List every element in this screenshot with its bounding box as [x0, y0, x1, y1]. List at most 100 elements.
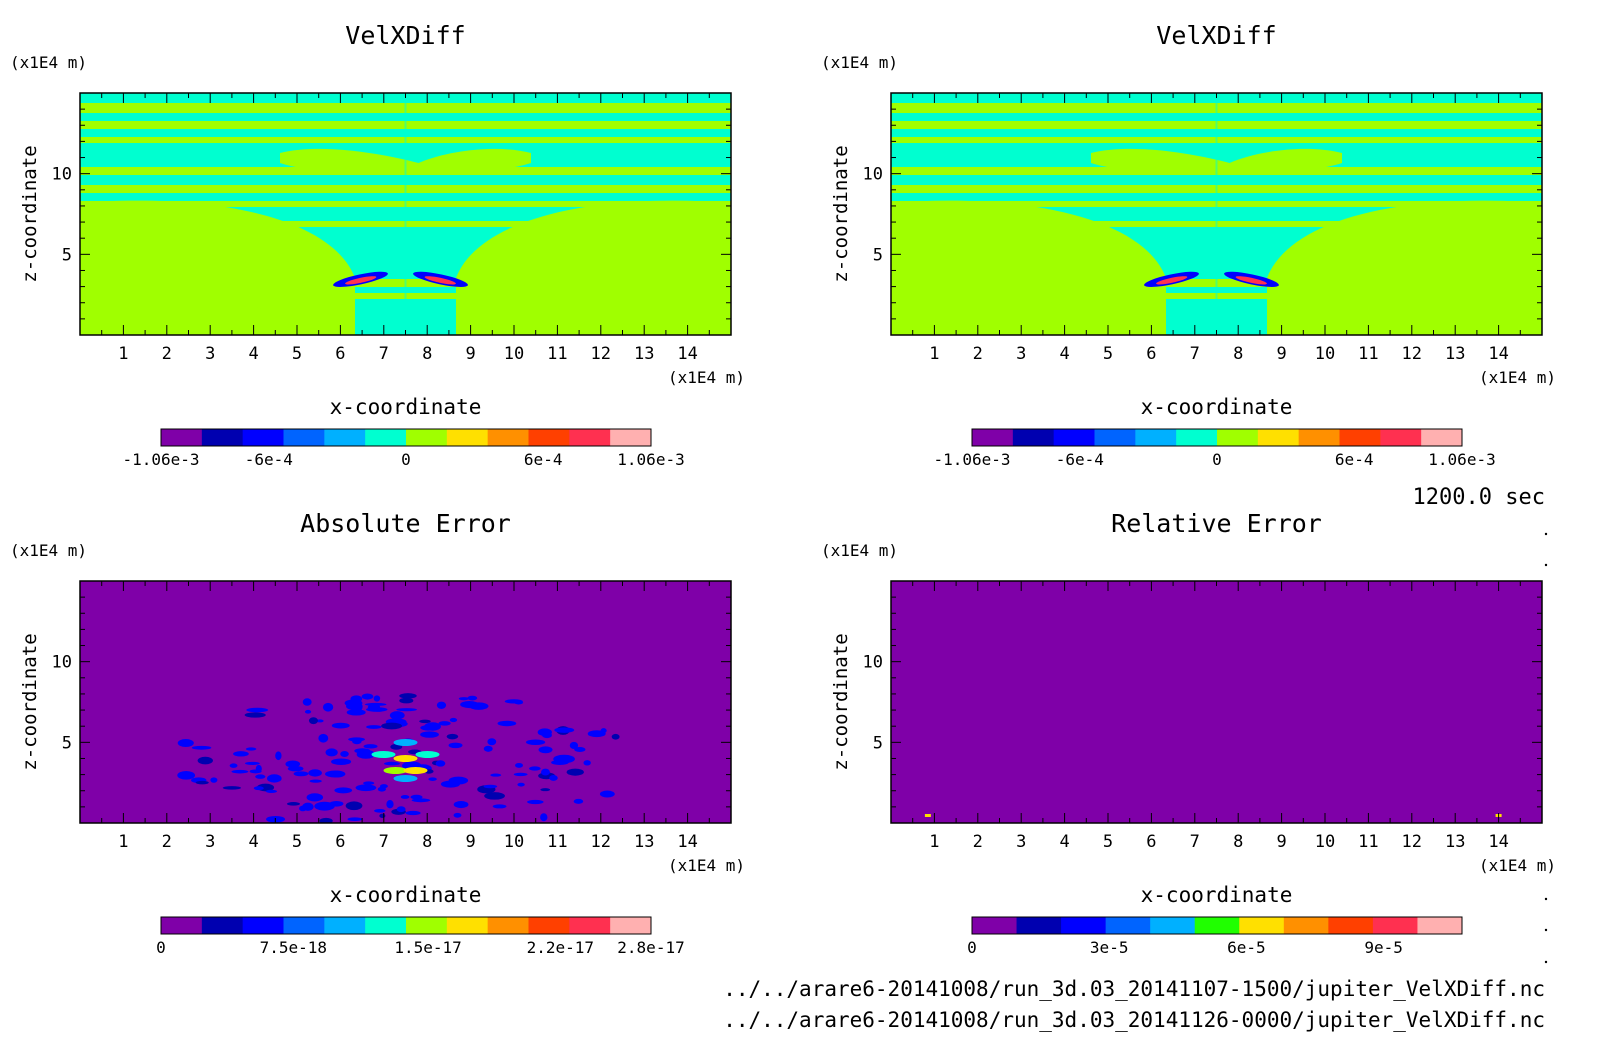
colorbar-frame	[971, 916, 1463, 935]
error-speckle	[348, 737, 365, 742]
error-speckle	[448, 742, 463, 749]
colorbar-segment	[972, 917, 1018, 934]
error-speckle	[306, 793, 324, 802]
x-tick-label: 2	[973, 344, 983, 364]
error-speckle	[428, 777, 437, 781]
error-speckle	[517, 782, 525, 787]
error-speckle	[389, 711, 405, 720]
error-speckle	[244, 712, 266, 718]
vortex-right-core	[1235, 276, 1267, 285]
colorbar-label: -1.06e-3	[933, 450, 1010, 469]
colorbar-segment	[446, 429, 489, 446]
x-tick-label: 8	[422, 344, 432, 364]
error-speckle	[249, 769, 262, 774]
x-tick-label: 4	[248, 344, 258, 364]
error-speckle	[379, 813, 386, 819]
x-tick-label: 9	[465, 344, 475, 364]
error-speckle	[583, 760, 591, 766]
chart-title: Absolute Error	[300, 509, 511, 538]
error-speckle	[440, 780, 460, 788]
colorbar-segment	[1012, 429, 1055, 446]
field-blob	[456, 200, 731, 335]
error-speckle	[318, 733, 329, 743]
error-speckle	[245, 761, 260, 765]
x-tick-label: 1	[118, 832, 128, 852]
colorbar-segment	[365, 429, 407, 446]
file-path-1: ../../arare6-20141008/run_3d.03_20141107…	[723, 977, 1545, 1001]
error-speckle	[405, 810, 421, 816]
colorbar-segment	[1328, 917, 1374, 934]
x-tick-label: 14	[1488, 832, 1508, 852]
colorbar-label: 6e-5	[1227, 938, 1266, 957]
colorbar-label: 2.8e-17	[617, 938, 684, 957]
colorbar-segment	[1094, 429, 1136, 446]
colorbar-segment	[161, 429, 203, 446]
colorbar-label: 2.2e-17	[527, 938, 594, 957]
error-speckle	[435, 760, 446, 767]
x-tick-label: 5	[1103, 832, 1113, 852]
error-speckle	[325, 748, 338, 757]
error-speckle	[373, 695, 381, 702]
x-axis-label: x-coordinate	[330, 395, 482, 419]
error-speckle	[266, 774, 282, 783]
x-tick-label: 12	[1402, 832, 1422, 852]
chart-panel-4: Relative Error(x1E4 m)1 2 3 4 5 6 7 8 9 10 11 12 13 1…	[821, 509, 1556, 957]
colorbar-label: 1.5e-17	[394, 938, 461, 957]
error-hotspot	[393, 775, 418, 782]
colorbar-label: 1.06e-3	[617, 450, 684, 469]
error-speckle	[331, 722, 350, 729]
error-speckle	[484, 792, 505, 800]
error-speckle	[302, 802, 314, 811]
error-speckle	[436, 701, 447, 709]
colorbar-label: 0	[1212, 450, 1222, 469]
error-speckle	[458, 697, 470, 701]
colorbar-segment	[528, 429, 570, 446]
x-tick-label: 3	[205, 832, 215, 852]
error-speckle	[446, 733, 459, 740]
error-speckle	[363, 744, 378, 749]
x-tick-label: 6	[1146, 832, 1156, 852]
dot-marker	[1544, 928, 1548, 932]
x-tick-label: 2	[162, 344, 172, 364]
chart-panel-1: VelXDiff(x1E4 m)1 2 3 4 5 6 7 8 9 10 11 12 13 14510(x…	[10, 21, 745, 469]
x-tick-label: 8	[1233, 344, 1243, 364]
colorbar-segment	[283, 917, 325, 934]
y-tick-label: 10	[863, 653, 883, 673]
error-speckle	[540, 788, 551, 792]
error-speckle	[246, 707, 269, 713]
colorbar-segment	[201, 429, 244, 446]
error-speckle	[569, 741, 579, 749]
colorbar-segment	[487, 917, 529, 934]
x-tick-label: 12	[1402, 344, 1422, 364]
x-axis-label: x-coordinate	[1141, 395, 1293, 419]
colorbar-label: 6e-4	[1335, 450, 1374, 469]
colorbar-label: 0	[401, 450, 411, 469]
x-tick-label: 13	[1445, 832, 1465, 852]
colorbar-segment	[1194, 917, 1240, 934]
error-speckle	[255, 774, 266, 779]
colorbar-segment	[1135, 429, 1177, 446]
error-speckle	[285, 760, 301, 768]
x-tick-label: 11	[1358, 344, 1378, 364]
error-hotspot	[415, 751, 440, 758]
y-axis-label: z-coordinate	[19, 145, 41, 282]
time-label: 1200.0 sec	[1413, 485, 1545, 510]
y-tick-label: 10	[863, 165, 883, 185]
colorbar-segment	[324, 429, 366, 446]
x-tick-label: 3	[205, 344, 215, 364]
x-tick-label: 6	[1146, 344, 1156, 364]
y-unit-label: (x1E4 m)	[10, 53, 87, 72]
x-tick-label: 9	[465, 832, 475, 852]
colorbar-frame	[160, 428, 652, 447]
x-axis-label: x-coordinate	[1141, 883, 1293, 907]
colorbar-segment	[528, 917, 570, 934]
file-path-2: ../../arare6-20141008/run_3d.03_20141126…	[723, 1008, 1545, 1032]
colorbar-segment	[1217, 429, 1259, 446]
colorbar-segment	[1239, 917, 1285, 934]
error-speckle	[233, 751, 249, 757]
colorbar-segment	[1016, 917, 1062, 934]
error-speckle	[384, 761, 400, 766]
chart-panel-2: VelXDiff(x1E4 m)1 2 3 4 5 6 7 8 9 10 11 12 13 14510(x…	[821, 21, 1556, 469]
x-tick-label: 9	[1276, 832, 1286, 852]
colorbar-label: 0	[967, 938, 977, 957]
